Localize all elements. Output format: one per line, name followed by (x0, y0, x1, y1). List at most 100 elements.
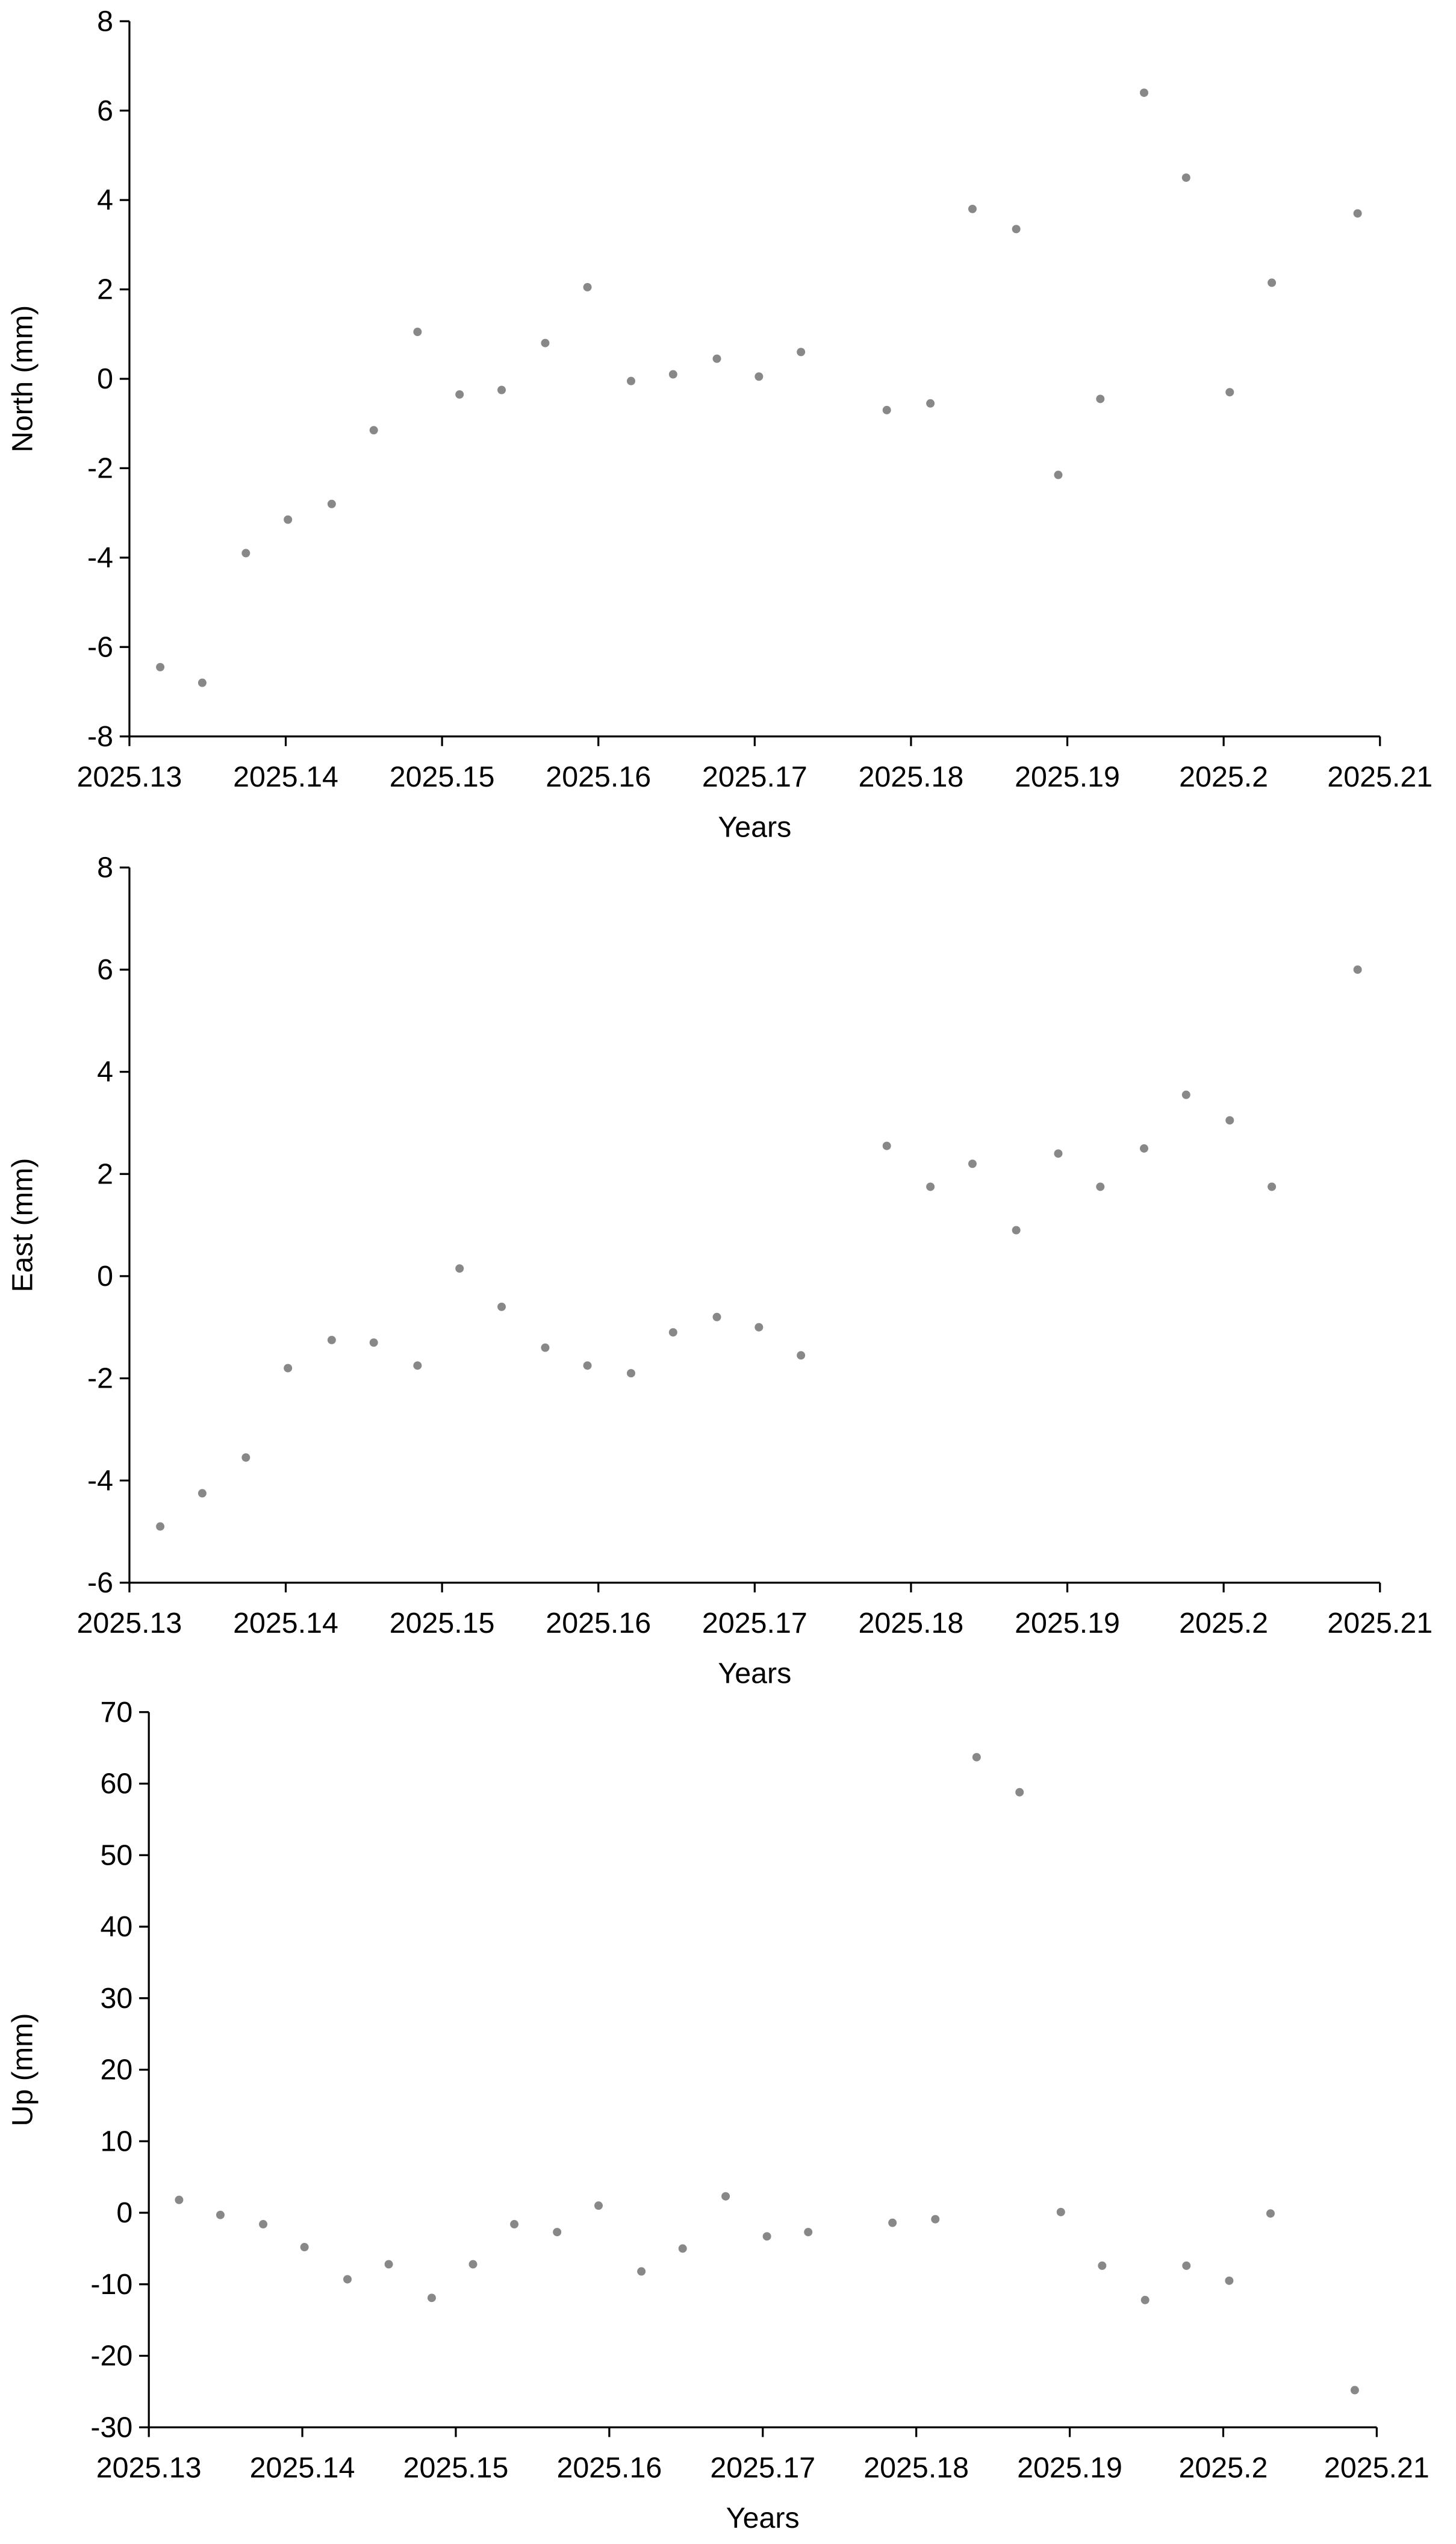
y-tick-label: 4 (97, 1056, 113, 1088)
point (1054, 470, 1063, 479)
x-tick-label: 2025.14 (250, 2452, 355, 2484)
x-tick-label: 2025.15 (390, 761, 495, 793)
x-tick-label: 2025.14 (233, 1607, 338, 1639)
point (1225, 388, 1234, 397)
y-tick-label: 6 (97, 95, 113, 127)
x-tick-label: 2025.21 (1327, 1607, 1433, 1639)
point (468, 2260, 478, 2269)
y-tick-label: -6 (87, 1567, 113, 1599)
y-tick-label: -4 (87, 1464, 113, 1497)
point (754, 1323, 764, 1332)
y-tick-label: 70 (101, 1696, 133, 1729)
point (327, 1335, 336, 1344)
point (455, 390, 464, 399)
point (1268, 1182, 1277, 1191)
x-tick-label: 2025.16 (556, 2452, 662, 2484)
y-axis-label: Up (mm) (7, 2013, 39, 2127)
x-tick-label: 2025.19 (1015, 1607, 1120, 1639)
point (413, 328, 422, 337)
point (455, 1264, 464, 1273)
y-tick-label: -10 (90, 2268, 132, 2301)
y-tick-label: 60 (101, 1768, 133, 1800)
x-tick-label: 2025.13 (77, 761, 182, 793)
x-tick-label: 2025.21 (1324, 2452, 1430, 2484)
point (175, 2195, 184, 2204)
point (413, 1361, 422, 1370)
y-tick-label: 2 (97, 273, 113, 306)
y-tick-label: -2 (87, 452, 113, 485)
y-tick-label: 0 (97, 1260, 113, 1292)
y-tick-label: 4 (97, 184, 113, 216)
x-tick-label: 2025.18 (863, 2452, 969, 2484)
point (583, 282, 592, 292)
point (1268, 278, 1277, 287)
y-tick-label: 40 (101, 1910, 133, 1943)
y-tick-label: -30 (90, 2411, 132, 2443)
point (1012, 1226, 1021, 1235)
point (888, 2218, 897, 2227)
point (972, 1753, 981, 1762)
point (1140, 88, 1148, 97)
point (1181, 173, 1190, 182)
point (156, 662, 165, 672)
point (384, 2260, 393, 2269)
y-tick-label: -20 (90, 2340, 132, 2372)
point (637, 2267, 646, 2276)
y-tick-label: -4 (87, 541, 113, 574)
point (712, 1312, 721, 1321)
point (931, 2215, 940, 2224)
point (1225, 2276, 1234, 2285)
x-tick-label: 2025.13 (77, 1607, 182, 1639)
point (1350, 2386, 1359, 2395)
point (797, 1351, 806, 1360)
point (1015, 1788, 1024, 1797)
y-tick-label: 50 (101, 1839, 133, 1871)
point (241, 1453, 250, 1462)
point (762, 2232, 771, 2241)
point (1353, 965, 1362, 974)
point (497, 1302, 506, 1311)
point (198, 1489, 207, 1498)
point (497, 385, 506, 394)
point (926, 399, 935, 408)
point (583, 1361, 592, 1370)
y-tick-label: 30 (101, 1982, 133, 2015)
point (1098, 2261, 1107, 2270)
y-tick-label: 10 (101, 2125, 133, 2157)
panel: -6 -4 -2 0 2 4 6 8 2025.13 2025.14 2025.15 2025.16 2… (7, 851, 1433, 1689)
point (1140, 1144, 1148, 1153)
x-tick-label: 2025.2 (1179, 761, 1268, 793)
point (343, 2275, 352, 2284)
y-tick-label: 2 (97, 1158, 113, 1190)
x-tick-label: 2025.16 (546, 761, 651, 793)
point (754, 372, 764, 381)
x-tick-label: 2025.15 (403, 2452, 509, 2484)
y-tick-label: 6 (97, 953, 113, 986)
point (284, 515, 293, 524)
y-tick-label: 0 (97, 363, 113, 395)
x-tick-label: 2025.16 (546, 1607, 651, 1639)
x-tick-label: 2025.14 (233, 761, 338, 793)
x-axis-label: Years (718, 811, 791, 843)
point (427, 2293, 436, 2302)
point (712, 354, 721, 363)
point (627, 376, 635, 385)
point (678, 2244, 687, 2253)
point (804, 2228, 813, 2237)
point (553, 2228, 562, 2237)
point (668, 370, 677, 379)
point (1096, 1182, 1105, 1191)
point (1353, 209, 1362, 218)
y-tick-label: -8 (87, 720, 113, 753)
y-tick-label: 20 (101, 2054, 133, 2086)
y-tick-label: -6 (87, 631, 113, 663)
point (541, 1343, 550, 1352)
point (968, 1159, 977, 1168)
point (1054, 1149, 1063, 1158)
x-tick-label: 2025.18 (859, 761, 964, 793)
y-tick-label: 0 (116, 2196, 132, 2229)
point (216, 2210, 225, 2219)
point (797, 348, 806, 357)
point (1266, 2209, 1275, 2218)
